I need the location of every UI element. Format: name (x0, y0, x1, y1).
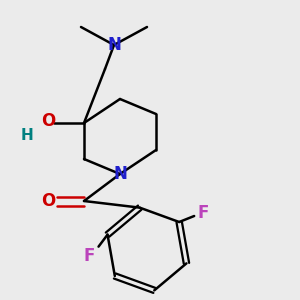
Text: O: O (41, 192, 55, 210)
Text: F: F (197, 204, 209, 222)
Text: F: F (84, 247, 95, 265)
Text: N: N (107, 36, 121, 54)
Text: N: N (113, 165, 127, 183)
Text: O: O (41, 112, 55, 130)
Text: H: H (21, 128, 33, 142)
